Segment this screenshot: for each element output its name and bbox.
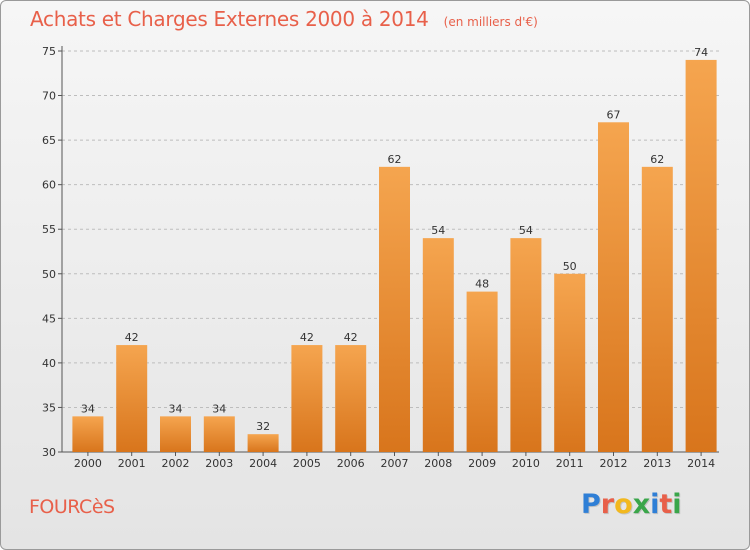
title-row: Achats et Charges Externes 2000 à 2014 (… (30, 7, 538, 31)
x-tick-label: 2003 (205, 457, 233, 470)
data-label: 34 (212, 402, 226, 415)
bar (466, 291, 498, 452)
labels: 30 35 40 45 50 55 60 65 70 75 34 2000 42 2001 34 2002 34… (42, 45, 715, 470)
bar (335, 345, 367, 452)
bar (554, 273, 586, 452)
x-tick-label: 2012 (600, 457, 628, 470)
x-tick-label: 2007 (381, 457, 409, 470)
brand-letter: x (632, 489, 651, 520)
data-label: 42 (300, 331, 314, 344)
bar (510, 238, 542, 452)
x-tick-label: 2009 (468, 457, 496, 470)
chart-subtitle: (en milliers d'€) (443, 15, 538, 29)
bar (291, 345, 323, 452)
bar (160, 416, 191, 452)
brand-letter: r (600, 489, 615, 520)
y-tick-label: 35 (42, 401, 56, 414)
bar (116, 345, 148, 452)
y-tick-label: 50 (42, 268, 56, 281)
chart-title: Achats et Charges Externes 2000 à 2014 (30, 7, 429, 31)
x-tick-label: 2008 (424, 457, 452, 470)
data-label: 50 (563, 260, 577, 273)
data-label: 54 (431, 224, 445, 237)
y-tick-label: 70 (42, 90, 56, 103)
data-label: 74 (694, 46, 708, 59)
data-label: 62 (650, 153, 664, 166)
x-tick-label: 2011 (556, 457, 584, 470)
bars (72, 59, 717, 453)
data-label: 54 (519, 224, 533, 237)
x-tick-label: 2000 (74, 457, 102, 470)
data-label: 34 (169, 402, 183, 415)
x-tick-label: 2004 (249, 457, 277, 470)
brand-letter: i (672, 489, 682, 520)
data-label: 48 (475, 278, 489, 291)
y-tick-label: 45 (42, 312, 56, 325)
data-label: 42 (344, 331, 358, 344)
y-tick-label: 30 (42, 446, 56, 459)
data-label: 34 (81, 402, 95, 415)
data-label: 32 (256, 420, 270, 433)
y-tick-label: 65 (42, 134, 56, 147)
place-name: FOURCèS (29, 496, 115, 518)
data-label: 62 (388, 153, 402, 166)
brand-letter: i (650, 489, 660, 520)
brand-letter: P (581, 489, 601, 520)
bar (598, 122, 629, 453)
y-tick-label: 55 (42, 223, 56, 236)
bar (685, 59, 717, 453)
x-tick-label: 2001 (118, 457, 146, 470)
x-tick-label: 2014 (687, 457, 715, 470)
bar (422, 238, 454, 452)
x-tick-label: 2005 (293, 457, 321, 470)
brand-letter: o (614, 489, 633, 520)
bar (247, 434, 279, 452)
brand-logo: Proxiti (581, 489, 682, 520)
x-tick-label: 2010 (512, 457, 540, 470)
bar (203, 416, 235, 452)
y-tick-label: 40 (42, 357, 56, 370)
data-label: 67 (607, 108, 621, 121)
x-tick-label: 2002 (162, 457, 190, 470)
data-label: 42 (125, 331, 139, 344)
brand-letter: t (659, 489, 673, 520)
bar (641, 166, 673, 452)
y-tick-label: 75 (42, 45, 56, 58)
bar (379, 166, 410, 452)
bar (72, 416, 104, 452)
y-tick-label: 60 (42, 179, 56, 192)
x-tick-label: 2013 (643, 457, 671, 470)
x-tick-label: 2006 (337, 457, 365, 470)
